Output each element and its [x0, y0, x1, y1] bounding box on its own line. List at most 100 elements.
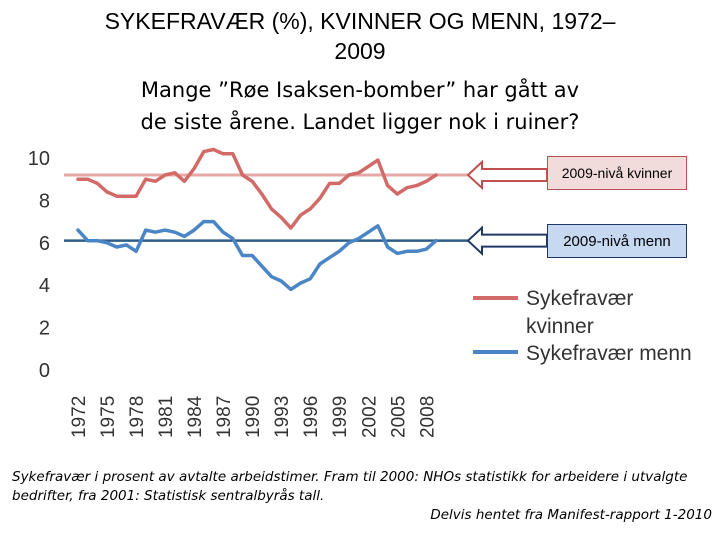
data-point-men-2003 — [376, 224, 380, 228]
data-point-women-1979 — [144, 178, 147, 181]
callout-men-2009-level: 2009-nivå menn — [547, 224, 687, 258]
data-point-women-1992 — [270, 207, 273, 211]
data-point-men-1983 — [183, 235, 186, 238]
data-point-women-1999 — [338, 182, 341, 185]
data-point-men-1982 — [173, 231, 176, 234]
data-point-women-2004 — [386, 184, 389, 187]
title-line-1: SYKEFRAVÆR (%), KVINNER OG MENN, 1972– — [104, 8, 616, 34]
data-point-men-1988 — [231, 237, 235, 240]
data-point-women-1987 — [221, 152, 225, 155]
data-point-women-1988 — [231, 152, 235, 155]
data-point-men-2001 — [357, 237, 360, 240]
x-tick-label-2005: 2005 — [388, 396, 409, 438]
data-point-women-1976 — [115, 194, 118, 198]
data-point-men-2006 — [405, 250, 409, 253]
callout-arrow-men — [466, 225, 548, 256]
y-tick-label-4: 4 — [39, 275, 50, 297]
data-point-women-1972 — [76, 178, 80, 181]
y-tick-label-0: 0 — [39, 360, 50, 382]
data-point-women-1996 — [309, 207, 312, 211]
data-point-women-2001 — [357, 171, 360, 175]
data-point-women-1975 — [105, 190, 109, 194]
x-tick-label-1990: 1990 — [243, 396, 264, 438]
data-point-women-2008 — [425, 180, 428, 183]
data-point-men-1989 — [241, 254, 244, 257]
series-line-women — [76, 147, 438, 230]
subtitle-line-1: Mange ”Røe Isaksen-bomber” har gått av — [140, 78, 580, 102]
data-point-women-1994 — [289, 226, 293, 230]
data-point-men-1992 — [270, 275, 273, 278]
data-point-women-1989 — [241, 173, 244, 177]
data-point-men-1987 — [221, 231, 225, 234]
data-point-men-2000 — [347, 241, 351, 244]
data-point-men-1986 — [212, 220, 215, 223]
data-point-men-1979 — [144, 228, 147, 232]
data-point-men-2008 — [425, 247, 428, 251]
data-point-women-1986 — [212, 148, 215, 151]
x-tick-label-1999: 1999 — [330, 396, 351, 438]
data-point-men-1977 — [125, 243, 128, 247]
x-tick-label-2002: 2002 — [359, 396, 380, 438]
data-point-men-2005 — [396, 252, 399, 255]
data-point-men-1978 — [134, 250, 138, 253]
data-point-men-1991 — [260, 264, 264, 268]
y-tick-label-10: 10 — [28, 148, 50, 170]
chart-subtitle: Mange ”Røe Isaksen-bomber” har gått av d… — [0, 74, 720, 138]
x-tick-label-1987: 1987 — [214, 396, 235, 438]
data-point-women-1973 — [86, 178, 89, 181]
data-point-women-2002 — [367, 165, 370, 168]
data-point-women-1995 — [299, 214, 302, 217]
data-point-women-2005 — [396, 192, 399, 196]
x-tick-label-1981: 1981 — [156, 396, 177, 438]
x-tick-label-1984: 1984 — [185, 395, 206, 438]
data-point-women-1985 — [202, 150, 205, 153]
data-point-men-2002 — [367, 231, 370, 234]
data-point-men-2009 — [434, 239, 438, 242]
data-point-men-1996 — [309, 277, 312, 281]
data-point-men-1972 — [76, 228, 80, 232]
data-point-men-1976 — [115, 245, 118, 249]
data-point-men-2004 — [386, 245, 389, 249]
y-tick-label-6: 6 — [39, 233, 50, 255]
data-point-women-2007 — [415, 184, 418, 187]
data-point-men-1975 — [105, 241, 109, 244]
callout-arrow-women — [466, 159, 548, 191]
data-point-men-1980 — [154, 231, 157, 234]
y-tick-label-8: 8 — [39, 190, 50, 212]
x-tick-label-2008: 2008 — [417, 396, 438, 438]
title-line-2: 2009 — [334, 38, 386, 64]
data-point-women-1974 — [96, 182, 99, 185]
data-point-women-1984 — [192, 167, 196, 170]
data-point-women-1983 — [183, 180, 186, 183]
data-point-women-1991 — [260, 192, 264, 196]
y-tick-label-2: 2 — [39, 318, 50, 340]
x-tick-label-1978: 1978 — [127, 396, 148, 438]
data-point-women-1981 — [163, 173, 167, 177]
data-point-women-1993 — [279, 216, 283, 219]
data-point-women-1990 — [250, 180, 254, 183]
legend-label-men: Sykefravær menn — [526, 342, 692, 365]
data-point-women-2006 — [405, 186, 409, 189]
data-point-men-1995 — [299, 281, 302, 285]
data-point-men-1990 — [250, 254, 254, 257]
x-tick-label-1972: 1972 — [69, 396, 90, 438]
footnote-source: Delvis hentet fra Manifest-rapport 1-201… — [430, 507, 712, 523]
x-tick-label-1996: 1996 — [301, 396, 322, 438]
x-tick-label-1975: 1975 — [98, 396, 119, 438]
data-point-men-1973 — [86, 239, 89, 242]
series-line-men — [76, 219, 438, 292]
chart-title: SYKEFRAVÆR (%), KVINNER OG MENN, 1972– 2… — [0, 6, 720, 66]
data-point-men-2007 — [415, 250, 418, 253]
data-point-women-1978 — [134, 194, 138, 198]
legend-label-women-line-2: kvinner — [526, 315, 594, 338]
data-point-men-1997 — [318, 262, 322, 266]
data-point-men-1981 — [163, 228, 167, 232]
data-point-men-1985 — [202, 220, 205, 223]
x-tick-label-1993: 1993 — [272, 396, 293, 438]
data-point-women-1997 — [318, 197, 322, 200]
data-point-men-1998 — [328, 256, 331, 259]
data-point-men-1974 — [96, 239, 99, 242]
data-point-women-1980 — [154, 180, 157, 183]
data-point-men-1999 — [338, 250, 341, 253]
data-point-men-1994 — [289, 288, 293, 291]
